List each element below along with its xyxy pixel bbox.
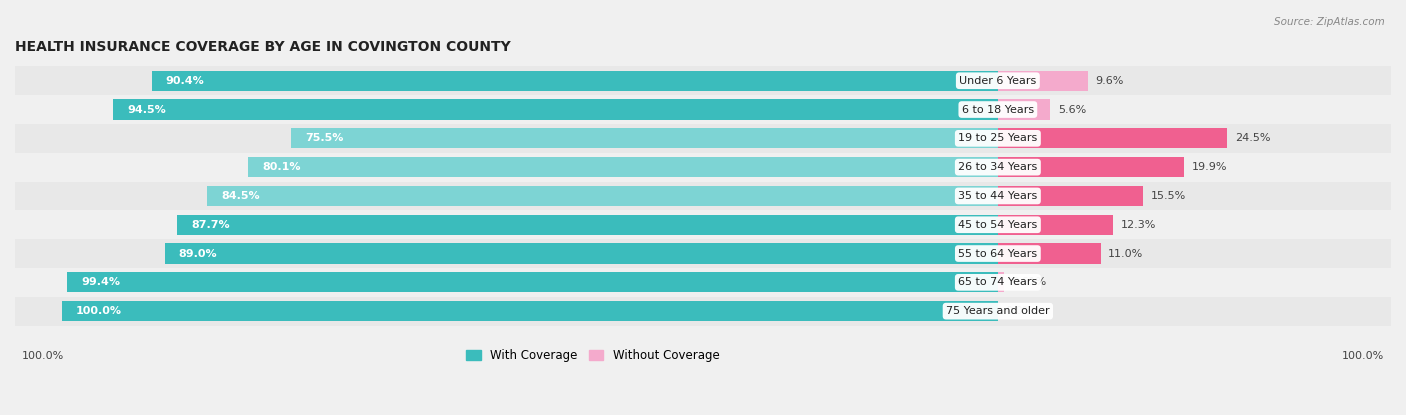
Text: 90.4%: 90.4% — [166, 76, 204, 86]
Bar — [62, 301, 998, 321]
Text: 15.5%: 15.5% — [1150, 191, 1185, 201]
Text: 65 to 74 Years: 65 to 74 Years — [959, 277, 1038, 287]
Bar — [998, 186, 1143, 206]
Bar — [67, 272, 998, 293]
Text: 9.6%: 9.6% — [1095, 76, 1123, 86]
Text: 80.1%: 80.1% — [262, 162, 301, 172]
Bar — [15, 268, 1406, 297]
Text: 89.0%: 89.0% — [179, 249, 218, 259]
Bar — [998, 100, 1050, 120]
Text: 0.61%: 0.61% — [1011, 277, 1046, 287]
Legend: With Coverage, Without Coverage: With Coverage, Without Coverage — [461, 344, 724, 367]
Bar — [15, 210, 1406, 239]
Text: Under 6 Years: Under 6 Years — [959, 76, 1036, 86]
Bar — [15, 124, 1406, 153]
Text: 75 Years and older: 75 Years and older — [946, 306, 1050, 316]
Bar — [998, 272, 1004, 293]
Text: 26 to 34 Years: 26 to 34 Years — [959, 162, 1038, 172]
Bar — [177, 215, 998, 235]
Text: 100.0%: 100.0% — [22, 352, 65, 361]
Text: 75.5%: 75.5% — [305, 133, 343, 143]
Text: 100.0%: 100.0% — [76, 306, 122, 316]
Bar — [15, 181, 1406, 210]
Bar — [998, 128, 1227, 149]
Text: 19.9%: 19.9% — [1192, 162, 1227, 172]
Bar — [998, 157, 1184, 177]
Text: 11.0%: 11.0% — [1108, 249, 1143, 259]
Bar — [114, 100, 998, 120]
Text: 84.5%: 84.5% — [221, 191, 260, 201]
Text: 35 to 44 Years: 35 to 44 Years — [959, 191, 1038, 201]
Text: 99.4%: 99.4% — [82, 277, 121, 287]
Bar — [15, 66, 1406, 95]
Bar — [247, 157, 998, 177]
Text: 45 to 54 Years: 45 to 54 Years — [959, 220, 1038, 230]
Bar — [15, 297, 1406, 325]
Bar — [291, 128, 998, 149]
Text: 100.0%: 100.0% — [1341, 352, 1384, 361]
Text: 12.3%: 12.3% — [1121, 220, 1156, 230]
Text: 55 to 64 Years: 55 to 64 Years — [959, 249, 1038, 259]
Text: 5.6%: 5.6% — [1057, 105, 1085, 115]
Bar — [998, 215, 1114, 235]
Text: 6 to 18 Years: 6 to 18 Years — [962, 105, 1033, 115]
Text: HEALTH INSURANCE COVERAGE BY AGE IN COVINGTON COUNTY: HEALTH INSURANCE COVERAGE BY AGE IN COVI… — [15, 40, 510, 54]
Bar — [152, 71, 998, 91]
Text: 24.5%: 24.5% — [1234, 133, 1270, 143]
Text: Source: ZipAtlas.com: Source: ZipAtlas.com — [1274, 17, 1385, 27]
Bar — [998, 71, 1088, 91]
Bar — [165, 244, 998, 264]
Text: 94.5%: 94.5% — [128, 105, 166, 115]
Bar — [15, 95, 1406, 124]
Text: 87.7%: 87.7% — [191, 220, 229, 230]
Bar — [15, 239, 1406, 268]
Bar — [207, 186, 998, 206]
Bar — [998, 244, 1101, 264]
Text: 0.0%: 0.0% — [1005, 306, 1033, 316]
Text: 19 to 25 Years: 19 to 25 Years — [959, 133, 1038, 143]
Bar — [15, 153, 1406, 181]
